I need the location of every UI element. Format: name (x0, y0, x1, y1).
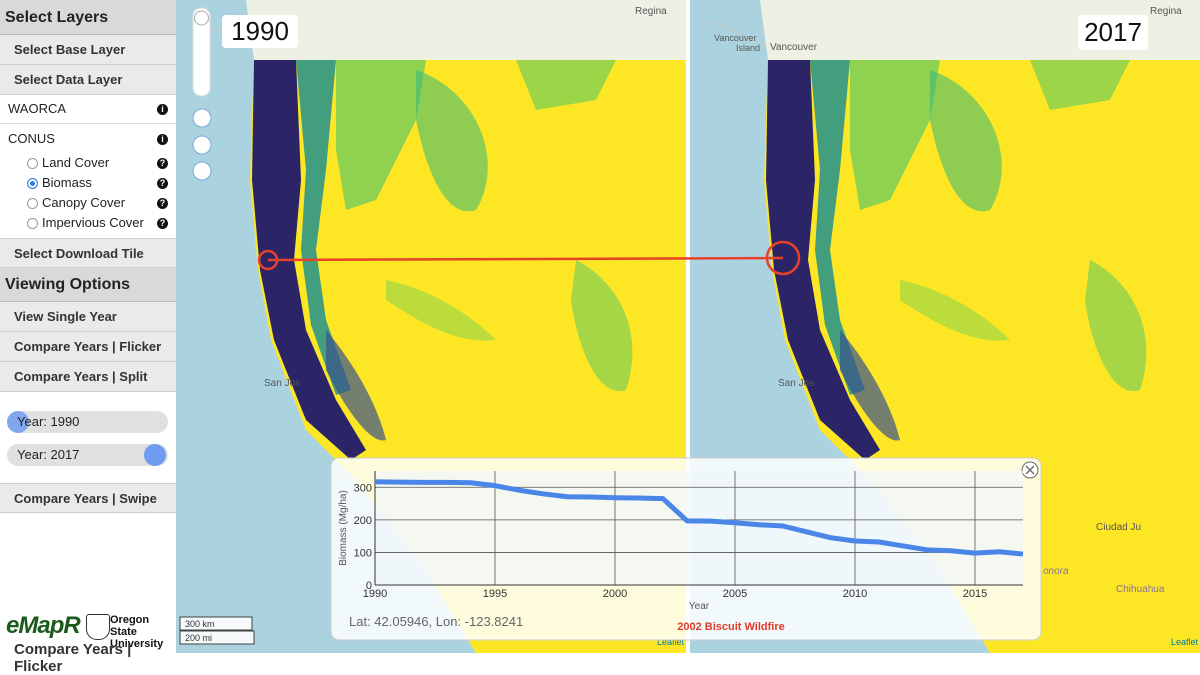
button[interactable]: Compare Years | Flicker (0, 332, 176, 362)
scale-label: 300 km (185, 619, 215, 629)
year-box (1078, 15, 1148, 50)
x-tick-label: 2010 (843, 588, 867, 600)
help-icon[interactable]: ? (157, 198, 168, 209)
section-header: Select Layers (0, 0, 176, 35)
map-tool[interactable] (192, 161, 212, 181)
attribution[interactable]: Leaflet (1171, 637, 1199, 647)
help-icon[interactable]: ? (157, 158, 168, 169)
location-marker (257, 249, 279, 271)
place-label: Vancouver (714, 33, 756, 43)
option-label[interactable]: Land Cover (42, 155, 110, 170)
place-label: Chihuahua (1116, 584, 1165, 595)
help-icon[interactable]: ? (157, 218, 168, 229)
chart-popup: 0 100 200 300 1990 1995 2000 2005 2010 2015 Biomas… (330, 457, 1042, 641)
y-tick-label: 200 (354, 515, 372, 527)
slider-label: Year: 1990 (17, 414, 80, 429)
place-label: San Jos (778, 378, 814, 389)
section-header: Viewing Options (0, 268, 176, 302)
x-tick-label: 1990 (363, 588, 387, 600)
info-icon[interactable]: i (157, 134, 168, 145)
slider-knob[interactable] (7, 411, 29, 433)
info-icon[interactable]: i (157, 104, 168, 115)
annotation: 2002 Biscuit Wildfire (677, 621, 785, 633)
logo-shield (86, 614, 110, 640)
year-label: 2017 (1084, 17, 1142, 47)
button[interactable]: Compare Years | Swipe (0, 483, 176, 513)
data-line (374, 479, 1024, 557)
link-line (267, 256, 784, 262)
radio[interactable] (27, 178, 38, 189)
place-label: Regina (635, 6, 667, 17)
option-label[interactable]: Impervious Cover (42, 215, 144, 230)
sidebar: Select Layers Select Base Layer Select D… (0, 0, 177, 675)
map-tool[interactable] (192, 135, 212, 155)
year-box (222, 15, 298, 48)
radio[interactable] (27, 158, 38, 169)
location-marker (765, 240, 801, 276)
button[interactable]: Select Data Layer (0, 65, 176, 95)
x-tick-label: 1995 (483, 588, 507, 600)
button[interactable]: View Single Year (0, 302, 176, 332)
x-axis-title: Year (689, 601, 710, 612)
x-tick-label: 2015 (963, 588, 987, 600)
option-label[interactable]: Biomass (42, 175, 92, 190)
help-icon[interactable]: ? (157, 178, 168, 189)
logo-line: University (110, 638, 164, 650)
place-label: San Jos (264, 378, 300, 389)
y-tick-label: 100 (354, 547, 372, 559)
divider (0, 123, 176, 124)
scale-bar (179, 616, 253, 631)
logo-emapr: eMapR (6, 612, 81, 639)
y-axis-title: Biomass (Mg/ha) (338, 490, 349, 566)
map: 1990 2017 Regina Vancouver Island Vancou… (176, 0, 1200, 653)
logo-osu: Oregon State University (110, 614, 176, 650)
y-tick-label: 300 (354, 482, 372, 494)
zoom-slider[interactable] (192, 7, 211, 97)
slider-knob[interactable] (144, 444, 166, 466)
place-label: Regina (1150, 6, 1182, 17)
plot-area (375, 471, 1023, 585)
place-label: Ciudad Ju (1096, 522, 1141, 533)
option-label[interactable]: Canopy Cover (42, 195, 126, 210)
button[interactable]: Select Download Tile (0, 238, 176, 268)
slider-label: Year: 2017 (17, 447, 80, 462)
map-tool[interactable] (192, 108, 212, 128)
x-tick-label: 2000 (603, 588, 627, 600)
scale-label: 200 mi (185, 633, 212, 643)
layer-group[interactable]: WAORCA (8, 101, 67, 116)
button[interactable]: Compare Years | Split (0, 362, 176, 392)
split-divider[interactable] (686, 0, 690, 653)
button[interactable]: Select Base Layer (0, 35, 176, 65)
year-slider[interactable]: Year: 2017 (7, 444, 168, 466)
place-label: Vancouver (770, 42, 818, 53)
location-text: Lat: 42.05946, Lon: -123.8241 (349, 614, 523, 629)
year-label: 1990 (231, 16, 289, 46)
place-label: Island (736, 43, 760, 53)
zoom-knob[interactable] (194, 10, 209, 26)
close-icon (1025, 465, 1035, 475)
logo-line: Oregon State (110, 614, 150, 638)
radio[interactable] (27, 198, 38, 209)
radio[interactable] (27, 218, 38, 229)
place-label: onora (1043, 566, 1069, 577)
x-tick-label: 2005 (723, 588, 747, 600)
y-tick-label: 0 (366, 580, 372, 592)
cut-off-button: Compare Years | Flicker (14, 641, 132, 675)
attribution[interactable]: Leaflet (657, 637, 685, 647)
scale-bar (179, 630, 255, 645)
year-slider[interactable]: Year: 1990 (7, 411, 168, 433)
layer-group[interactable]: CONUS (8, 131, 55, 146)
